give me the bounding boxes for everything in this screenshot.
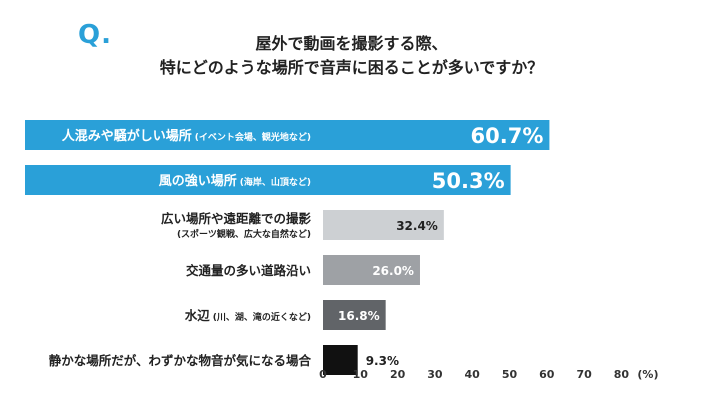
x-tick-label: 70 (576, 368, 592, 381)
category-label: 交通量の多い道路沿い (186, 263, 311, 278)
question-mark: Q. (78, 20, 112, 50)
bar (323, 255, 420, 285)
x-axis-unit-label: (%) (637, 368, 658, 381)
x-tick-label: 0 (319, 368, 327, 381)
category-label: 静かな場所だが、わずかな物音が気になる場合 (49, 353, 312, 368)
bar-value-label: 60.7% (471, 124, 544, 148)
category-label: 人混みや騒がしい場所 (イベント会場、観光地など) (62, 128, 311, 144)
bar-value-label: 9.3% (366, 354, 399, 368)
bar-value-label: 26.0% (372, 264, 414, 278)
bar (323, 165, 511, 195)
chart-title-line2: 特にどのような場所で音声に困ることが多いですか？ (159, 58, 544, 77)
bar-value-label: 50.3% (432, 169, 505, 193)
bar-value-label: 16.8% (338, 309, 380, 323)
bar (323, 345, 358, 375)
x-tick-label: 50 (502, 368, 518, 381)
bar-value-label: 32.4% (396, 219, 438, 233)
category-label: 風の強い場所 (海岸、山頂など) (159, 173, 311, 189)
category-label-box (25, 165, 323, 195)
x-tick-label: 40 (465, 368, 481, 381)
bar (323, 210, 444, 240)
x-tick-label: 30 (427, 368, 443, 381)
x-tick-label: 10 (353, 368, 369, 381)
category-label: 広い場所や遠距離での撮影 (161, 211, 312, 226)
bar (323, 120, 550, 150)
x-tick-label: 60 (539, 368, 555, 381)
category-sublabel: (スポーツ観戦、広大な自然など) (177, 228, 311, 240)
chart-title-line1: 屋外で動画を撮影する際、 (255, 34, 448, 53)
bar (323, 300, 386, 330)
category-label-box (25, 120, 323, 150)
x-tick-label: 80 (614, 368, 630, 381)
x-tick-label: 20 (390, 368, 406, 381)
category-label: 水辺 (川、湖、滝の近くなど) (185, 308, 311, 323)
